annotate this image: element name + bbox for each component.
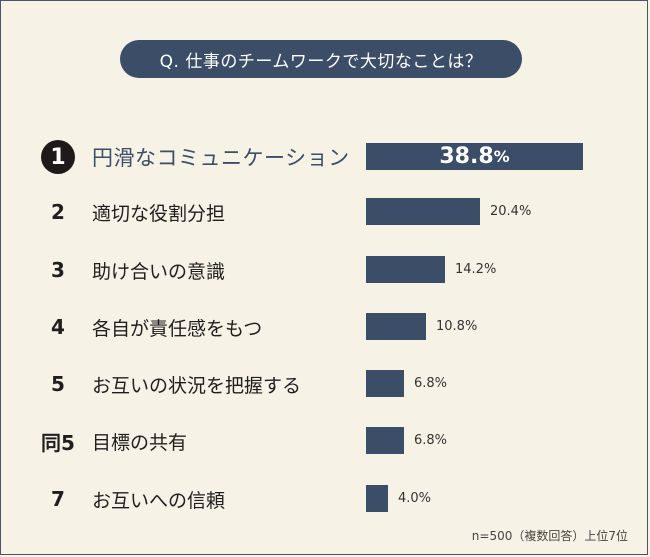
rank-number: 3 bbox=[51, 258, 65, 282]
bar bbox=[366, 485, 388, 512]
category-label: 目標の共有 bbox=[92, 431, 188, 454]
category-label: 適切な役割分担 bbox=[92, 202, 226, 225]
value-label: 20.4% bbox=[490, 204, 532, 219]
bar bbox=[366, 143, 583, 170]
value-label: 14.2% bbox=[455, 262, 497, 277]
chart-row: 5 お互いの状況を把握する 6.8% bbox=[0, 364, 650, 404]
bar bbox=[366, 313, 426, 340]
bar bbox=[366, 427, 404, 454]
chart-row: 1 円滑なコミュニケーション 38.8% bbox=[0, 137, 650, 177]
chart-row: 4 各自が責任感をもつ 10.8% bbox=[0, 307, 650, 347]
category-label: お互いへの信頼 bbox=[92, 489, 226, 512]
chart-row: 3 助け合いの意識 14.2% bbox=[0, 250, 650, 290]
value-label: 6.8% bbox=[414, 433, 448, 448]
bar bbox=[366, 198, 480, 225]
value-label: 6.8% bbox=[414, 376, 448, 391]
category-label: 助け合いの意識 bbox=[92, 260, 226, 283]
rank-number: 4 bbox=[51, 315, 65, 339]
bar bbox=[366, 370, 404, 397]
rank-number: 同5 bbox=[41, 430, 75, 455]
rank-number: 5 bbox=[51, 372, 65, 396]
rank-number: 2 bbox=[51, 200, 65, 224]
value-label: 4.0% bbox=[398, 491, 432, 506]
value-label: 10.8% bbox=[436, 319, 478, 334]
category-label: 円滑なコミュニケーション bbox=[92, 146, 350, 170]
rank-number: 1 bbox=[41, 140, 75, 174]
category-label: お互いの状況を把握する bbox=[92, 374, 302, 397]
rank-number: 7 bbox=[51, 487, 65, 511]
category-label: 各自が責任感をもつ bbox=[92, 317, 263, 340]
bar bbox=[366, 256, 445, 283]
question-title: Q. 仕事のチームワークで大切なことは？ bbox=[120, 40, 522, 78]
sample-size-note: n=500（複数回答）上位7位 bbox=[471, 529, 628, 543]
value-unit: % bbox=[493, 147, 510, 166]
value-label: 38.8% bbox=[366, 143, 583, 170]
rank-1-badge: 1 bbox=[36, 137, 80, 177]
value-number: 38.8 bbox=[439, 144, 494, 169]
chart-row: 2 適切な役割分担 20.4% bbox=[0, 192, 650, 232]
chart-row: 7 お互いへの信頼 4.0% bbox=[0, 479, 650, 519]
chart-row: 同5 目標の共有 6.8% bbox=[0, 421, 650, 461]
